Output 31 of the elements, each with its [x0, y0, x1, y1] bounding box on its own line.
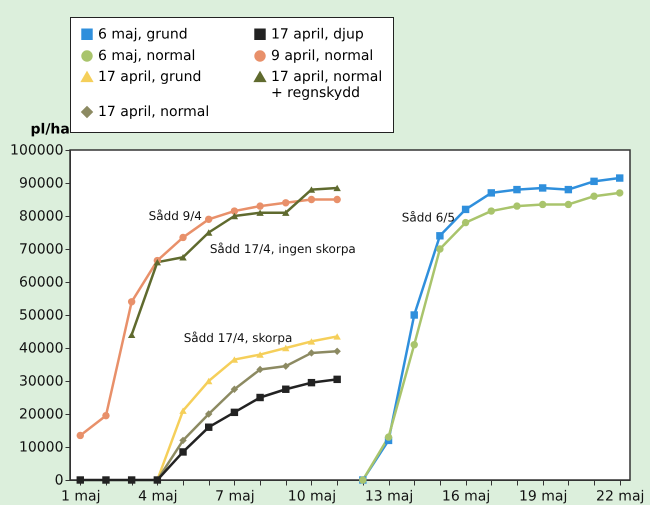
y-tick-label: 10000	[18, 440, 64, 456]
legend-label: 17 april, normal + regnskydd	[271, 69, 382, 101]
x-tick-label: 1 maj	[61, 488, 101, 504]
legend-label: 6 maj, normal	[98, 48, 196, 64]
y-tick-label: 0	[54, 472, 64, 488]
y-tick-label: 70000	[18, 242, 64, 258]
x-tick-label: 16 maj	[442, 488, 490, 504]
annotation: Sådd 9/4	[148, 209, 202, 223]
x-tick-label: 4 maj	[138, 488, 178, 504]
x-tick-label: 10 maj	[288, 488, 336, 504]
legend-label: 17 april, grund	[98, 69, 202, 85]
y-tick-label: 60000	[18, 274, 64, 290]
x-tick-label: 22 maj	[596, 488, 644, 504]
annotation: Sådd 17/4, skorpa	[184, 331, 292, 346]
legend-label: 9 april, normal	[271, 48, 374, 64]
x-tick-label: 13 maj	[364, 488, 414, 504]
x-tick-label: 7 maj	[215, 488, 255, 504]
y-tick-label: 30000	[18, 374, 64, 390]
y-tick-label: 90000	[18, 176, 64, 192]
y-tick-label: 20000	[18, 406, 64, 422]
legend-label: 17 april, normal	[98, 104, 210, 120]
legend-label: 6 maj, grund	[98, 26, 188, 42]
annotation: Sådd 17/4, ingen skorpa	[210, 242, 356, 256]
y-tick-label: 50000	[18, 308, 64, 324]
x-tick-label: 19 maj	[518, 488, 568, 504]
y-axis-title: pl/ha	[30, 122, 70, 138]
y-tick-label: 100000	[10, 142, 64, 158]
legend-label: 17 april, djup	[271, 26, 364, 42]
annotation: Sådd 6/5	[402, 210, 456, 225]
y-tick-label: 40000	[18, 340, 64, 356]
y-tick-label: 80000	[18, 208, 64, 224]
